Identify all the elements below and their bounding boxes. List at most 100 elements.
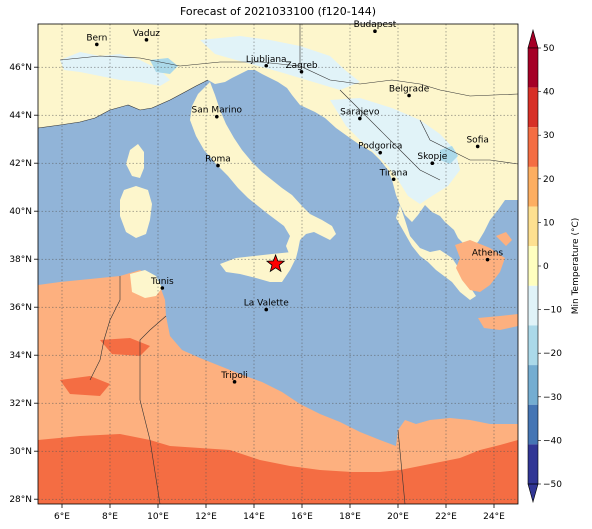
x-tick-label: 6°E [54, 512, 70, 522]
city-label: Tirana [379, 168, 408, 178]
colorbar-segment [528, 365, 538, 405]
border-tunisia-libya [139, 315, 167, 504]
map-frame [37, 23, 519, 505]
colorbar-segment [528, 246, 538, 286]
city-dot [215, 114, 219, 119]
border-libya-egypt [397, 429, 406, 504]
colorbar-tick-label: 50 [543, 44, 555, 54]
city-label: Roma [205, 155, 231, 165]
city-dot [299, 69, 304, 74]
city-label: San Marino [192, 106, 243, 116]
y-tick-label: 44°N [9, 111, 32, 121]
city-label: Sofia [466, 135, 488, 145]
border-central-europe [299, 24, 518, 97]
balkan-land [396, 205, 476, 300]
city-dot [232, 380, 237, 384]
y-tick-label: 32°N [9, 399, 32, 409]
city-dot [160, 286, 165, 290]
x-axis-ticks: 6°E 8°E 10°E 12°E 14°E 16°E 18°E 20°E 22°E 24°E [54, 504, 505, 522]
city-label: Podgorica [358, 142, 402, 152]
colorbar-tick-label: −40 [543, 436, 562, 446]
city-label: Tripoli [220, 371, 248, 381]
city-label: Ljubljana [246, 55, 287, 65]
star-marker [265, 253, 286, 273]
x-tick-label: 24°E [483, 512, 505, 522]
africa-hot-patch-west [100, 338, 150, 356]
corsica-land [126, 144, 144, 178]
city-label: Belgrade [389, 85, 430, 95]
cold-zone-alps [60, 52, 170, 86]
colorbar-tick-label: 40 [543, 88, 555, 98]
crete-land [478, 314, 518, 330]
sardinia-land [120, 186, 152, 238]
colorbar-segment [528, 48, 538, 88]
city-label: Budapest [354, 20, 397, 30]
border-balkans-east [419, 119, 518, 165]
y-tick-label: 38°N [9, 255, 32, 265]
colorbar-extend-bottom [527, 483, 539, 504]
y-axis-ticks: 28°N 30°N 32°N 34°N 36°N 38°N 40°N 42°N 44°N 46°N [9, 63, 38, 505]
colorbar-tick-label: 10 [543, 218, 555, 228]
colorbar: 50 40 30 20 10 0 −10 −20 −30 −40 −50 [527, 28, 562, 504]
cool-patch-balkans [440, 146, 458, 164]
colorbar-label: Min Temperature (°C) [571, 218, 581, 315]
city-label: Tunis [150, 277, 174, 287]
city-dot [95, 42, 99, 47]
city-label: Bern [86, 33, 107, 43]
x-tick-label: 14°E [243, 512, 265, 522]
map-title: Forecast of 2021033100 (f120-144) [179, 5, 377, 18]
y-tick-label: 40°N [9, 207, 32, 217]
colorbar-segment [528, 325, 538, 366]
y-tick-label: 28°N [9, 495, 32, 505]
colorbar-tick-label: 0 [543, 262, 549, 272]
gridlines [38, 24, 518, 504]
colorbar-extend-top [527, 28, 539, 49]
italy-land [190, 82, 336, 258]
city-dot [407, 93, 411, 98]
colorbar-segment [528, 444, 538, 484]
africa-hot-patch-central [60, 376, 110, 396]
cold-zone-east-alps [200, 36, 360, 90]
map-area [38, 24, 518, 504]
colorbar-segment [528, 87, 538, 128]
city-dot [264, 307, 269, 312]
city-dot [264, 63, 269, 68]
colorbar-segment [528, 404, 538, 445]
x-tick-label: 16°E [291, 512, 313, 522]
city-dot [475, 144, 480, 149]
border-algeria-tunisia [89, 276, 121, 381]
cool-patch-alps [150, 58, 178, 74]
x-tick-label: 10°E [147, 512, 169, 522]
x-tick-label: 8°E [102, 512, 118, 522]
x-tick-label: 12°E [195, 512, 217, 522]
colorbar-tick-label: −50 [543, 480, 562, 490]
city-label: La Valette [244, 299, 289, 309]
border-balkans-inner [339, 89, 441, 181]
city-dot [216, 163, 220, 168]
colorbar-tick-label: −30 [543, 393, 562, 403]
aegean-islands [496, 232, 512, 246]
city-dot [485, 257, 490, 262]
city-label: Sarajevo [340, 108, 380, 118]
city-label: Vaduz [133, 29, 160, 39]
city-label: Athens [472, 249, 503, 259]
city-dot [144, 38, 149, 42]
city-dot [378, 150, 383, 155]
colorbar-tick-label: −20 [543, 349, 562, 359]
border-alps [59, 55, 301, 67]
city-dot [430, 161, 435, 165]
colorbar-tick-label: 20 [543, 175, 555, 185]
city-label: Skopje [417, 152, 447, 162]
city-dot [373, 29, 377, 33]
colorbar-tick-label: −10 [543, 306, 562, 316]
city-label: Zagreb [285, 61, 317, 71]
x-tick-label: 20°E [387, 512, 409, 522]
y-tick-label: 36°N [9, 303, 32, 313]
x-tick-label: 18°E [339, 512, 361, 522]
y-tick-label: 30°N [9, 447, 32, 457]
y-tick-label: 42°N [9, 159, 32, 169]
colorbar-segment [528, 206, 538, 247]
y-tick-label: 34°N [9, 351, 32, 361]
tunisia-mild-land [130, 270, 162, 298]
